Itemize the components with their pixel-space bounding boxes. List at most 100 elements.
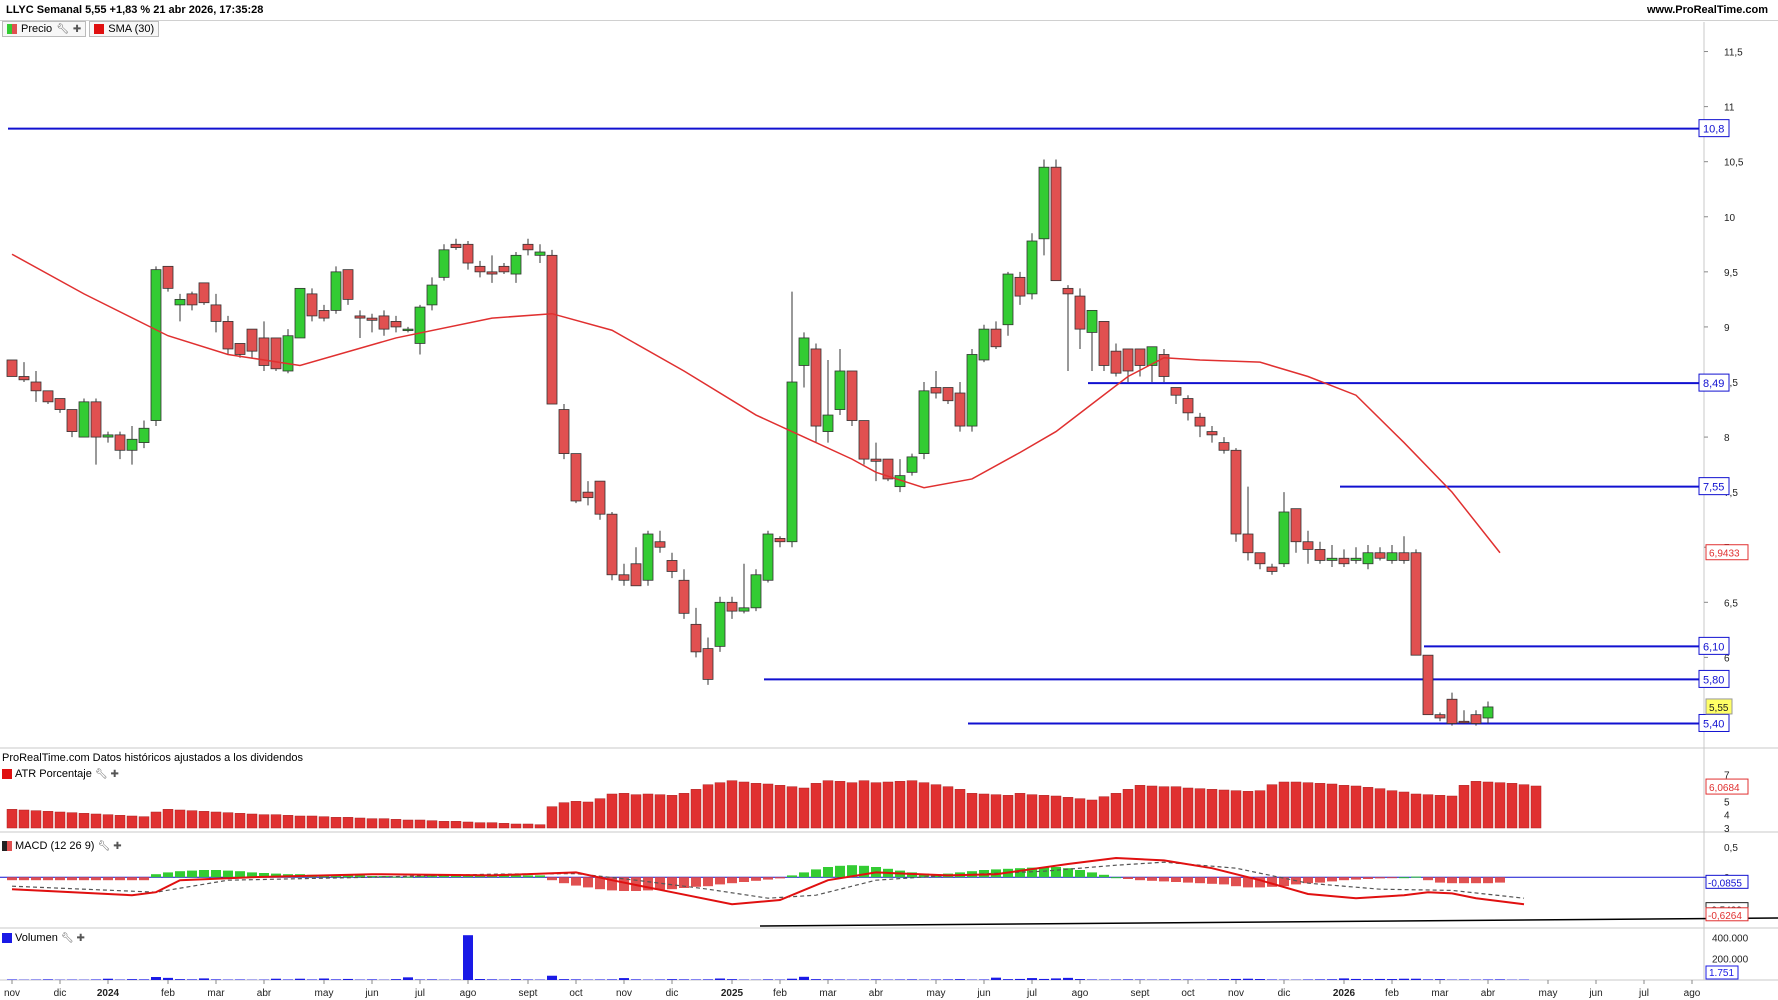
volume-bar bbox=[955, 979, 965, 980]
atr-bar bbox=[1350, 785, 1362, 829]
candle-body bbox=[78, 401, 90, 438]
wrench-icon[interactable]: 🔧︎ bbox=[60, 932, 74, 944]
macd-histogram-bar bbox=[175, 871, 185, 878]
atr-bar bbox=[786, 786, 798, 829]
macd-histogram-bar bbox=[571, 877, 581, 886]
candle-body bbox=[1026, 240, 1038, 295]
macd-histogram-bar bbox=[799, 872, 809, 878]
x-axis-label: mar bbox=[207, 988, 225, 999]
volume-tick-label: 200.000 bbox=[1712, 955, 1749, 966]
macd-histogram-bar bbox=[1279, 877, 1289, 887]
volume-bar bbox=[1303, 979, 1313, 980]
atr-bar bbox=[1074, 798, 1086, 829]
atr-bar bbox=[390, 819, 402, 829]
candle-body bbox=[1350, 557, 1362, 561]
volume-bar bbox=[1255, 979, 1265, 980]
x-axis-label: feb bbox=[161, 988, 175, 999]
wrench-icon[interactable]: 🔧︎ bbox=[56, 23, 69, 35]
macd-histogram-bar bbox=[691, 877, 701, 887]
macd-value-box bbox=[1705, 907, 1749, 922]
atr-bar bbox=[426, 820, 438, 829]
atr-bar bbox=[1470, 781, 1482, 829]
candle-body bbox=[690, 623, 702, 653]
candle-body bbox=[330, 271, 342, 311]
level-label-box bbox=[1698, 119, 1730, 138]
candle-body bbox=[210, 304, 222, 322]
candle-body bbox=[990, 328, 1002, 348]
volume-bar bbox=[1183, 979, 1193, 980]
candle-body bbox=[486, 271, 498, 275]
price-tag[interactable]: Precio 🔧︎ ✚ bbox=[2, 21, 87, 37]
volume-bar bbox=[511, 979, 521, 980]
atr-bar bbox=[738, 781, 750, 829]
volume-bar bbox=[343, 978, 353, 980]
macd-histogram-bar bbox=[367, 876, 377, 878]
x-axis-label: feb bbox=[1385, 988, 1399, 999]
volume-bar bbox=[763, 979, 773, 980]
candle-body bbox=[726, 601, 738, 612]
candle-body bbox=[522, 243, 534, 251]
candle-body bbox=[270, 337, 282, 370]
sma-tag[interactable]: SMA (30) bbox=[89, 21, 160, 37]
candle-body bbox=[834, 370, 846, 410]
volume-bar bbox=[1483, 979, 1493, 980]
wrench-icon[interactable]: 🔧︎ bbox=[97, 840, 111, 852]
atr-bar bbox=[1482, 781, 1494, 829]
candle-body bbox=[306, 293, 318, 317]
macd-trend-line bbox=[759, 917, 1778, 927]
candle-body bbox=[1062, 287, 1074, 295]
candle-body bbox=[546, 254, 558, 405]
x-axis-label: oct bbox=[1181, 988, 1195, 999]
x-axis-label: sept bbox=[1131, 988, 1150, 999]
atr-bar bbox=[618, 793, 630, 829]
volume-bar bbox=[1387, 979, 1397, 980]
atr-bar bbox=[762, 783, 774, 829]
candle-body bbox=[66, 409, 78, 432]
sma-label: SMA (30) bbox=[108, 23, 155, 35]
candle-body bbox=[1290, 508, 1302, 543]
volume-bar bbox=[403, 977, 413, 980]
wrench-icon[interactable]: 🔧︎ bbox=[94, 768, 108, 780]
macd-histogram-bar bbox=[859, 865, 869, 878]
level-label: 5,40 bbox=[1703, 718, 1724, 730]
atr-bar bbox=[1254, 790, 1266, 829]
x-axis-label: abr bbox=[869, 988, 884, 999]
atr-bar bbox=[1530, 785, 1542, 829]
candle-body bbox=[1302, 541, 1314, 550]
candle-body bbox=[1134, 348, 1146, 366]
macd-histogram-bar bbox=[1027, 867, 1037, 878]
volume-bar bbox=[1111, 979, 1121, 980]
atr-bar bbox=[930, 784, 942, 829]
add-icon[interactable]: ✚ bbox=[113, 840, 122, 852]
macd-histogram-bar bbox=[1363, 877, 1373, 879]
atr-bar bbox=[1242, 791, 1254, 829]
volume-value-box bbox=[1705, 965, 1739, 980]
candle-body bbox=[1254, 552, 1266, 565]
volume-bar bbox=[1123, 979, 1133, 980]
candle-body bbox=[678, 579, 690, 614]
atr-bar bbox=[1446, 795, 1458, 829]
add-icon[interactable]: ✚ bbox=[110, 768, 119, 780]
atr-bar bbox=[942, 786, 954, 829]
macd-line bbox=[11, 856, 1525, 906]
macd-histogram-bar bbox=[775, 877, 785, 879]
level-label: 8,49 bbox=[1703, 378, 1724, 390]
add-icon[interactable]: ✚ bbox=[76, 932, 85, 944]
macd-histogram-bar bbox=[1267, 877, 1277, 887]
x-axis-label: ago bbox=[460, 988, 477, 999]
site-name[interactable]: www.ProRealTime.com bbox=[1646, 4, 1768, 16]
macd-histogram-bar bbox=[1159, 877, 1169, 882]
volume-bar bbox=[1495, 979, 1505, 980]
volume-bar bbox=[1339, 978, 1349, 980]
x-axis-label: dic bbox=[666, 988, 679, 999]
add-icon[interactable]: ✚ bbox=[72, 23, 82, 35]
macd-histogram-bar bbox=[703, 877, 713, 887]
chart-title: LLYC Semanal 5,55 +1,83 % 21 abr 2026, 1… bbox=[6, 4, 264, 16]
atr-bar bbox=[726, 780, 738, 829]
atr-bar bbox=[6, 809, 18, 829]
header-bar: LLYC Semanal 5,55 +1,83 % 21 abr 2026, 1… bbox=[0, 0, 1778, 21]
candle-body bbox=[1446, 698, 1458, 724]
macd-histogram-bar bbox=[1255, 877, 1265, 888]
x-axis-label: nov bbox=[4, 988, 20, 999]
macd-label: MACD (12 26 9) bbox=[15, 840, 95, 852]
